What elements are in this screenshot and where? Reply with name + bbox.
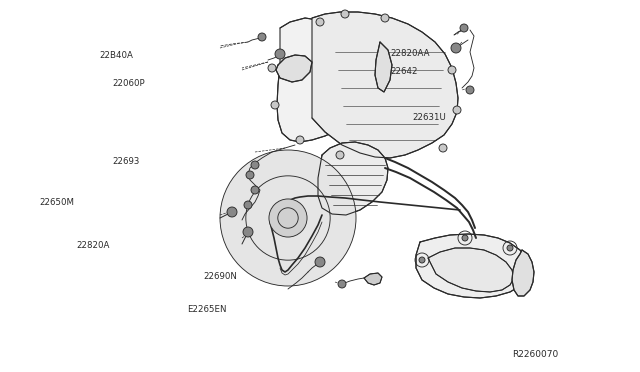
Text: R2260070: R2260070 [512,350,558,359]
Text: 22820AA: 22820AA [390,49,430,58]
Text: 22631U: 22631U [413,113,447,122]
Circle shape [419,257,425,263]
Circle shape [268,64,276,72]
Circle shape [341,10,349,18]
Polygon shape [277,18,385,142]
Circle shape [448,66,456,74]
Circle shape [462,235,468,241]
Circle shape [453,106,461,114]
Polygon shape [318,142,388,215]
Circle shape [220,150,356,286]
Polygon shape [375,42,392,92]
Circle shape [275,49,285,59]
Circle shape [316,18,324,26]
Circle shape [466,86,474,94]
Circle shape [227,207,237,217]
Circle shape [258,33,266,41]
Polygon shape [276,55,312,82]
Circle shape [251,161,259,169]
Circle shape [381,14,389,22]
Circle shape [251,186,259,194]
Polygon shape [312,12,458,158]
Text: 22B40A: 22B40A [99,51,133,60]
Circle shape [451,43,461,53]
Text: 22642: 22642 [390,67,418,76]
Polygon shape [512,250,534,296]
Text: E2265EN: E2265EN [187,305,227,314]
Text: 22650M: 22650M [40,198,75,207]
Circle shape [336,151,344,159]
Circle shape [271,101,279,109]
Text: 22690N: 22690N [204,272,237,280]
Circle shape [439,144,447,152]
Circle shape [246,171,254,179]
Circle shape [338,280,346,288]
Circle shape [296,136,304,144]
Text: 22693: 22693 [112,157,140,166]
Polygon shape [416,234,528,298]
Text: 22060P: 22060P [112,79,145,88]
Text: 22820A: 22820A [77,241,110,250]
Circle shape [244,201,252,209]
Circle shape [460,24,468,32]
Circle shape [507,245,513,251]
Circle shape [269,199,307,237]
Polygon shape [428,248,514,292]
Circle shape [243,227,253,237]
Circle shape [315,257,325,267]
Polygon shape [364,273,382,285]
